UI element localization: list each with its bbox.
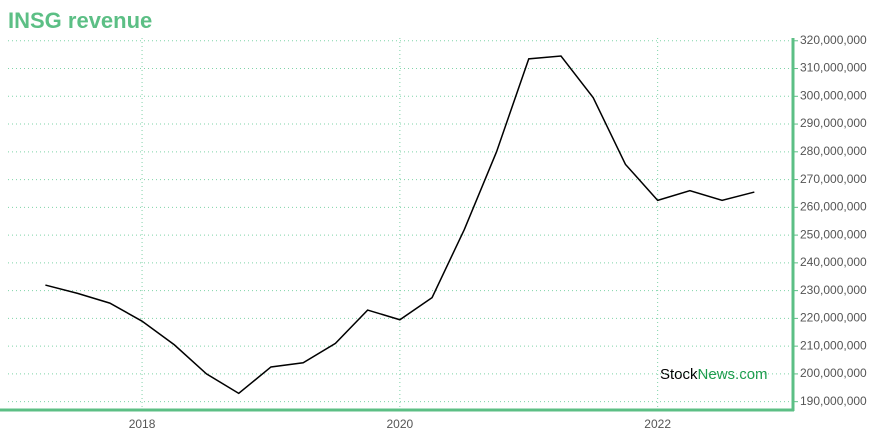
y-tick-label: 250,000,000 — [800, 227, 867, 241]
line-series — [45, 55, 755, 395]
y-tick-label: 310,000,000 — [800, 61, 867, 75]
y-tick-label: 190,000,000 — [800, 394, 867, 408]
x-tick-label: 2020 — [387, 417, 414, 431]
y-tick-label: 280,000,000 — [800, 144, 867, 158]
y-tick-label: 290,000,000 — [800, 116, 867, 130]
watermark: StockNews.com — [660, 366, 768, 383]
chart-title: INSG revenue — [8, 8, 152, 33]
y-tick-label: 230,000,000 — [800, 283, 867, 297]
y-tick-label: 270,000,000 — [800, 172, 867, 186]
y-tick-label: 200,000,000 — [800, 366, 867, 380]
y-tick-label: 300,000,000 — [800, 88, 867, 102]
y-tick-label: 210,000,000 — [800, 338, 867, 352]
watermark-prefix: Stock — [660, 366, 698, 383]
y-tick-label: 220,000,000 — [800, 311, 867, 325]
x-tick-label: 2018 — [129, 417, 156, 431]
y-tick-label: 320,000,000 — [800, 33, 867, 47]
watermark-suffix: News.com — [698, 366, 768, 383]
y-tick-label: 260,000,000 — [800, 200, 867, 214]
y-tick-label: 240,000,000 — [800, 255, 867, 269]
x-tick-label: 2022 — [644, 417, 671, 431]
